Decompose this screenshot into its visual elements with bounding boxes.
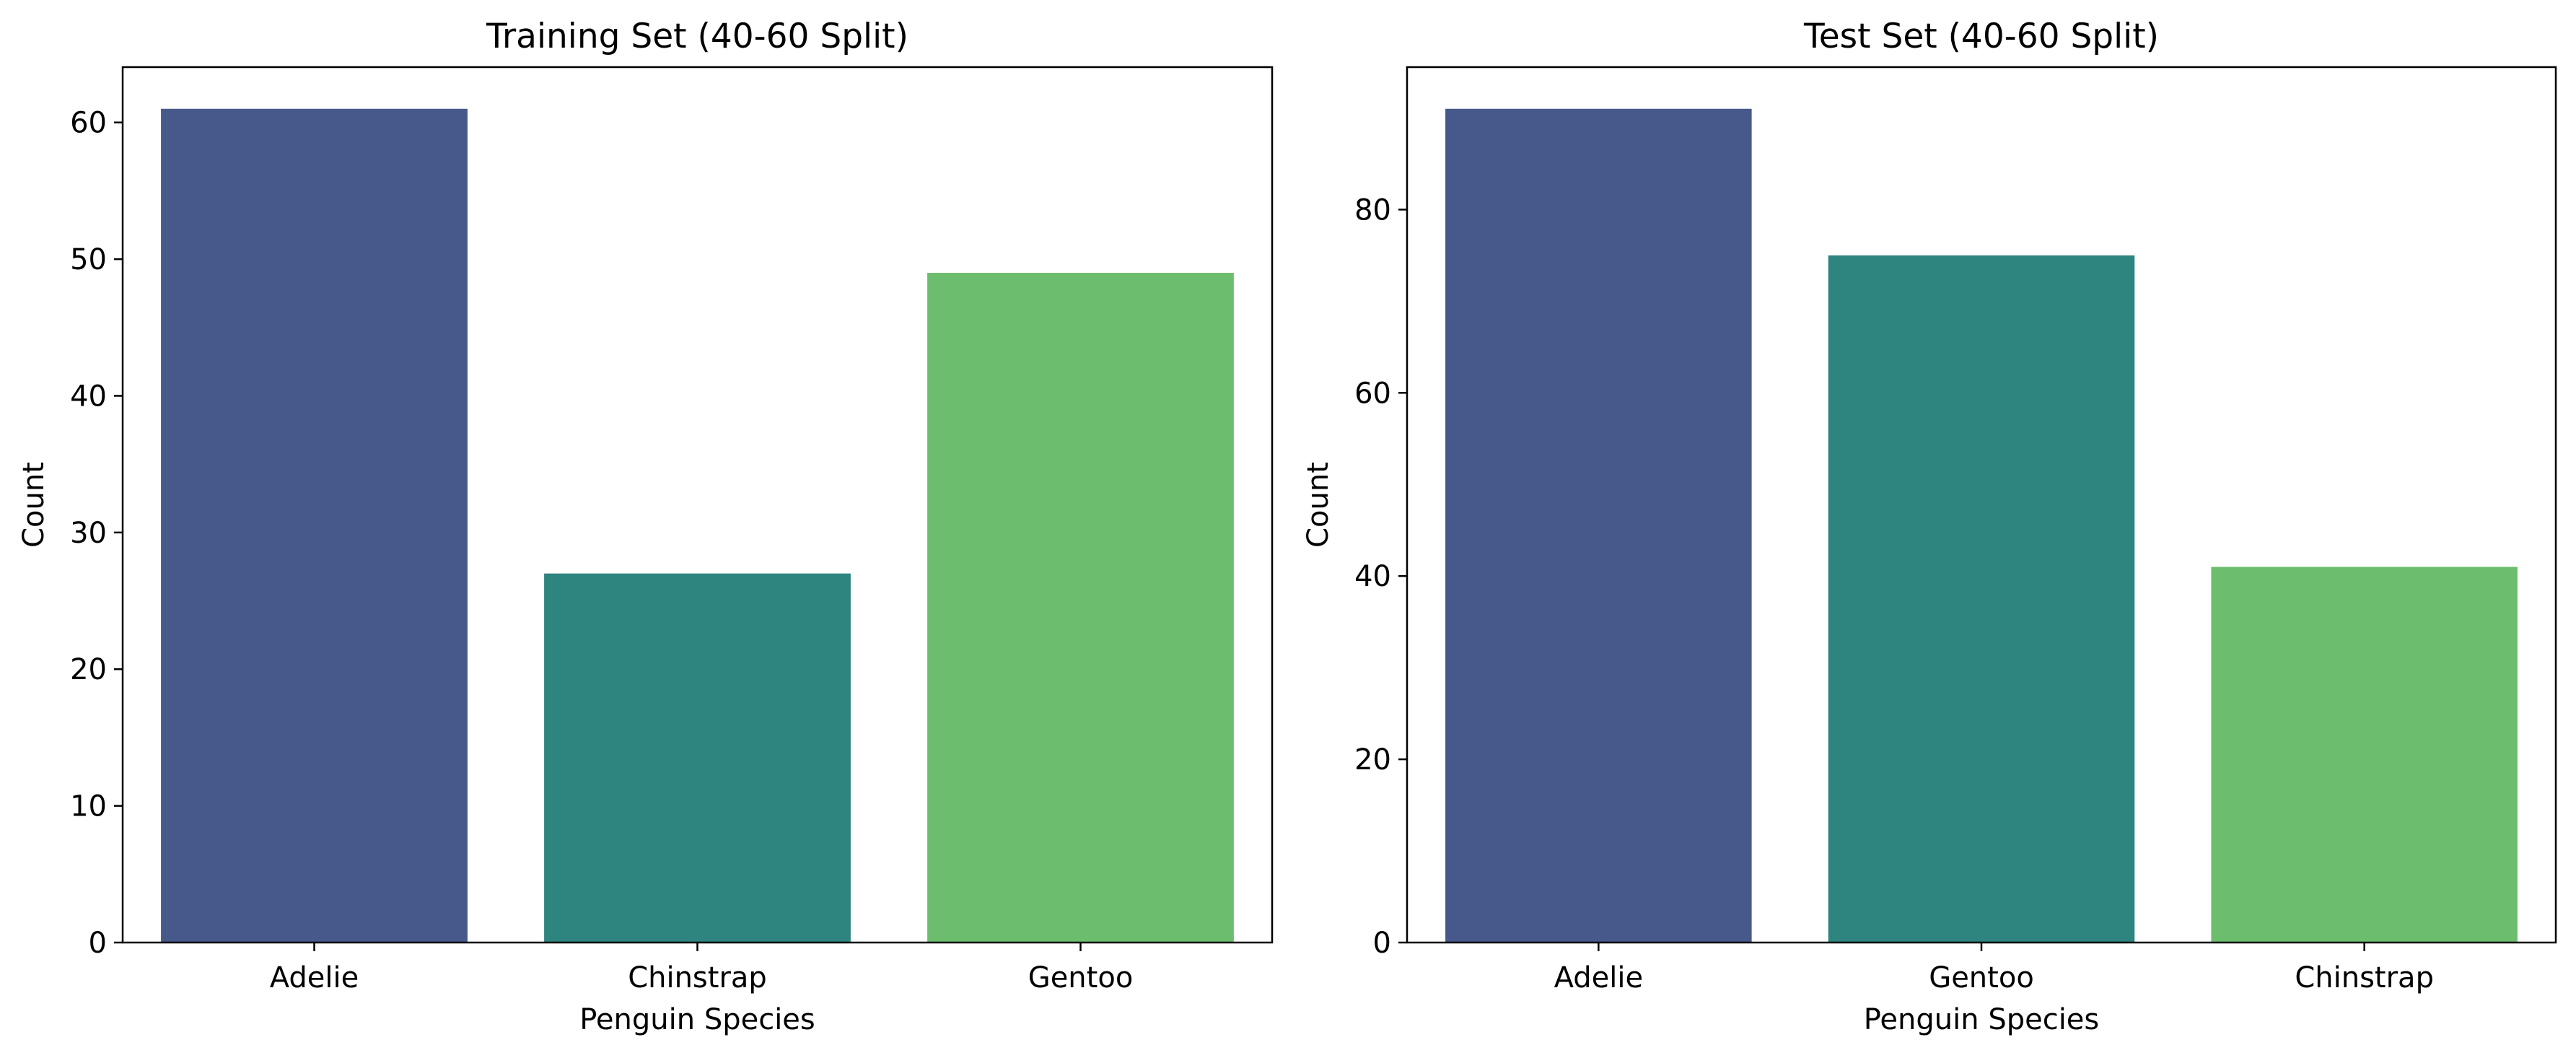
chart-title: Training Set (40-60 Split) bbox=[486, 17, 908, 56]
chart-title: Test Set (40-60 Split) bbox=[1803, 17, 2159, 56]
bar-chinstrap bbox=[544, 573, 851, 943]
x-tick-label: Chinstrap bbox=[628, 961, 767, 994]
x-axis-label: Penguin Species bbox=[579, 1003, 815, 1036]
y-tick-label: 40 bbox=[1354, 560, 1391, 593]
y-tick-label: 20 bbox=[1354, 743, 1391, 777]
y-tick-label: 80 bbox=[1354, 193, 1391, 227]
bar-gentoo bbox=[927, 273, 1234, 943]
bar-chinstrap bbox=[2211, 567, 2518, 943]
y-tick-label: 50 bbox=[70, 243, 107, 276]
bar-adelie bbox=[1445, 108, 1752, 943]
x-axis-label: Penguin Species bbox=[1864, 1003, 2100, 1036]
y-tick-label: 20 bbox=[70, 653, 107, 686]
bar-gentoo bbox=[1828, 255, 2135, 943]
y-tick-label: 0 bbox=[89, 927, 107, 960]
x-tick-label: Chinstrap bbox=[2295, 961, 2434, 994]
panel-test: 0 20 40 60 80 Adelie Gentoo Chinstrap Test Set (… bbox=[1302, 17, 2557, 1036]
y-tick-label: 60 bbox=[1354, 377, 1391, 410]
y-tick-label: 30 bbox=[70, 517, 107, 550]
y-axis-label: Count bbox=[17, 462, 51, 548]
y-tick-label: 60 bbox=[70, 107, 107, 140]
y-tick-label: 10 bbox=[70, 790, 107, 823]
y-tick-label: 40 bbox=[70, 380, 107, 413]
x-tick-label: Gentoo bbox=[1929, 961, 2034, 994]
panel-training: 0 10 20 30 40 50 60 Adelie Chinstrap Gentoo Traini… bbox=[17, 17, 1274, 1036]
x-tick-label: Gentoo bbox=[1028, 961, 1134, 994]
y-tick-label: 0 bbox=[1373, 927, 1391, 960]
bar-adelie bbox=[161, 108, 468, 943]
x-tick-label: Adelie bbox=[270, 961, 359, 994]
y-axis-label: Count bbox=[1302, 462, 1335, 548]
x-tick-label: Adelie bbox=[1554, 961, 1644, 994]
